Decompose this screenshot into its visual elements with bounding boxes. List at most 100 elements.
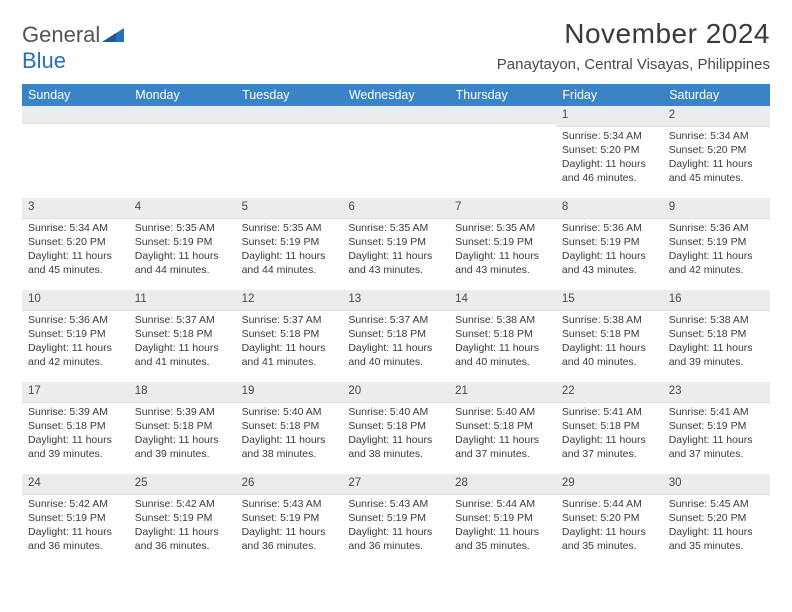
day-number-bar: 16 (663, 290, 770, 311)
calendar-header-row: SundayMondayTuesdayWednesdayThursdayFrid… (22, 84, 770, 106)
day-cell-body: Sunrise: 5:42 AMSunset: 5:19 PMDaylight:… (22, 495, 129, 558)
sunrise-text: Sunrise: 5:38 AM (455, 313, 550, 327)
sunrise-text: Sunrise: 5:38 AM (562, 313, 657, 327)
day-cell-body: Sunrise: 5:40 AMSunset: 5:18 PMDaylight:… (342, 403, 449, 466)
daylight-text: Daylight: 11 hours and 35 minutes. (562, 525, 657, 553)
week-row: 24Sunrise: 5:42 AMSunset: 5:19 PMDayligh… (22, 474, 770, 566)
day-cell-body: Sunrise: 5:44 AMSunset: 5:19 PMDaylight:… (449, 495, 556, 558)
day-cell-body: Sunrise: 5:38 AMSunset: 5:18 PMDaylight:… (663, 311, 770, 374)
day-cell-30: 30Sunrise: 5:45 AMSunset: 5:20 PMDayligh… (663, 474, 770, 566)
sunset-text: Sunset: 5:19 PM (242, 511, 337, 525)
sunset-text: Sunset: 5:18 PM (135, 419, 230, 433)
sunset-text: Sunset: 5:19 PM (348, 235, 443, 249)
sunrise-text: Sunrise: 5:40 AM (348, 405, 443, 419)
daylight-text: Daylight: 11 hours and 36 minutes. (348, 525, 443, 553)
day-header-friday: Friday (556, 84, 663, 106)
daylight-text: Daylight: 11 hours and 39 minutes. (135, 433, 230, 461)
day-number-bar (449, 106, 556, 124)
daylight-text: Daylight: 11 hours and 43 minutes. (562, 249, 657, 277)
day-cell-13: 13Sunrise: 5:37 AMSunset: 5:18 PMDayligh… (342, 290, 449, 382)
day-cell-body: Sunrise: 5:35 AMSunset: 5:19 PMDaylight:… (449, 219, 556, 282)
header-row: General Blue November 2024 Panaytayon, C… (22, 18, 770, 74)
daylight-text: Daylight: 11 hours and 42 minutes. (669, 249, 764, 277)
day-cell-body: Sunrise: 5:37 AMSunset: 5:18 PMDaylight:… (342, 311, 449, 374)
day-cell-body: Sunrise: 5:38 AMSunset: 5:18 PMDaylight:… (556, 311, 663, 374)
day-number-bar: 24 (22, 474, 129, 495)
daylight-text: Daylight: 11 hours and 41 minutes. (242, 341, 337, 369)
sunrise-text: Sunrise: 5:43 AM (242, 497, 337, 511)
day-cell-19: 19Sunrise: 5:40 AMSunset: 5:18 PMDayligh… (236, 382, 343, 474)
sunrise-text: Sunrise: 5:34 AM (669, 129, 764, 143)
day-number-bar: 14 (449, 290, 556, 311)
daylight-text: Daylight: 11 hours and 43 minutes. (455, 249, 550, 277)
daylight-text: Daylight: 11 hours and 44 minutes. (242, 249, 337, 277)
sunrise-text: Sunrise: 5:37 AM (135, 313, 230, 327)
day-cell-20: 20Sunrise: 5:40 AMSunset: 5:18 PMDayligh… (342, 382, 449, 474)
logo-triangle-icon (102, 28, 124, 42)
day-cell-body: Sunrise: 5:39 AMSunset: 5:18 PMDaylight:… (129, 403, 236, 466)
day-cell-body: Sunrise: 5:37 AMSunset: 5:18 PMDaylight:… (129, 311, 236, 374)
week-row: 10Sunrise: 5:36 AMSunset: 5:19 PMDayligh… (22, 290, 770, 382)
daylight-text: Daylight: 11 hours and 44 minutes. (135, 249, 230, 277)
daylight-text: Daylight: 11 hours and 46 minutes. (562, 157, 657, 185)
sunset-text: Sunset: 5:20 PM (562, 143, 657, 157)
day-cell-body: Sunrise: 5:35 AMSunset: 5:19 PMDaylight:… (129, 219, 236, 282)
sunrise-text: Sunrise: 5:44 AM (562, 497, 657, 511)
daylight-text: Daylight: 11 hours and 40 minutes. (348, 341, 443, 369)
sunset-text: Sunset: 5:18 PM (455, 327, 550, 341)
daylight-text: Daylight: 11 hours and 35 minutes. (455, 525, 550, 553)
day-cell-12: 12Sunrise: 5:37 AMSunset: 5:18 PMDayligh… (236, 290, 343, 382)
daylight-text: Daylight: 11 hours and 36 minutes. (28, 525, 123, 553)
day-cell-body: Sunrise: 5:34 AMSunset: 5:20 PMDaylight:… (556, 127, 663, 190)
day-number-bar: 20 (342, 382, 449, 403)
day-number-bar: 21 (449, 382, 556, 403)
sunrise-text: Sunrise: 5:34 AM (28, 221, 123, 235)
sunset-text: Sunset: 5:19 PM (135, 511, 230, 525)
day-number-bar: 5 (236, 198, 343, 219)
day-cell-body: Sunrise: 5:43 AMSunset: 5:19 PMDaylight:… (236, 495, 343, 558)
day-cell-6: 6Sunrise: 5:35 AMSunset: 5:19 PMDaylight… (342, 198, 449, 290)
daylight-text: Daylight: 11 hours and 40 minutes. (455, 341, 550, 369)
sunset-text: Sunset: 5:18 PM (28, 419, 123, 433)
sunset-text: Sunset: 5:19 PM (28, 511, 123, 525)
day-cell-21: 21Sunrise: 5:40 AMSunset: 5:18 PMDayligh… (449, 382, 556, 474)
day-cell-body: Sunrise: 5:40 AMSunset: 5:18 PMDaylight:… (236, 403, 343, 466)
daylight-text: Daylight: 11 hours and 42 minutes. (28, 341, 123, 369)
day-number-bar: 22 (556, 382, 663, 403)
day-number-bar: 23 (663, 382, 770, 403)
day-cell-15: 15Sunrise: 5:38 AMSunset: 5:18 PMDayligh… (556, 290, 663, 382)
sunset-text: Sunset: 5:20 PM (669, 143, 764, 157)
day-cell-body: Sunrise: 5:45 AMSunset: 5:20 PMDaylight:… (663, 495, 770, 558)
day-cell-27: 27Sunrise: 5:43 AMSunset: 5:19 PMDayligh… (342, 474, 449, 566)
sunrise-text: Sunrise: 5:35 AM (135, 221, 230, 235)
sunrise-text: Sunrise: 5:41 AM (562, 405, 657, 419)
day-cell-7: 7Sunrise: 5:35 AMSunset: 5:19 PMDaylight… (449, 198, 556, 290)
day-header-wednesday: Wednesday (342, 84, 449, 106)
sunrise-text: Sunrise: 5:36 AM (562, 221, 657, 235)
day-number-bar: 18 (129, 382, 236, 403)
day-cell-23: 23Sunrise: 5:41 AMSunset: 5:19 PMDayligh… (663, 382, 770, 474)
day-number-bar: 12 (236, 290, 343, 311)
sunset-text: Sunset: 5:19 PM (669, 235, 764, 249)
day-number-bar: 26 (236, 474, 343, 495)
day-number-bar: 25 (129, 474, 236, 495)
logo-text-general: General (22, 22, 100, 47)
sunset-text: Sunset: 5:18 PM (562, 327, 657, 341)
sunset-text: Sunset: 5:18 PM (348, 419, 443, 433)
sunrise-text: Sunrise: 5:42 AM (28, 497, 123, 511)
sunrise-text: Sunrise: 5:45 AM (669, 497, 764, 511)
day-cell-body: Sunrise: 5:37 AMSunset: 5:18 PMDaylight:… (236, 311, 343, 374)
day-number-bar (22, 106, 129, 124)
sunrise-text: Sunrise: 5:41 AM (669, 405, 764, 419)
daylight-text: Daylight: 11 hours and 37 minutes. (455, 433, 550, 461)
day-cell-28: 28Sunrise: 5:44 AMSunset: 5:19 PMDayligh… (449, 474, 556, 566)
day-number-bar: 27 (342, 474, 449, 495)
day-cell-empty (449, 106, 556, 198)
day-cell-body: Sunrise: 5:34 AMSunset: 5:20 PMDaylight:… (22, 219, 129, 282)
day-number-bar: 19 (236, 382, 343, 403)
day-number-bar: 13 (342, 290, 449, 311)
day-cell-body: Sunrise: 5:36 AMSunset: 5:19 PMDaylight:… (556, 219, 663, 282)
sunset-text: Sunset: 5:19 PM (135, 235, 230, 249)
week-row: 1Sunrise: 5:34 AMSunset: 5:20 PMDaylight… (22, 106, 770, 198)
day-cell-body: Sunrise: 5:43 AMSunset: 5:19 PMDaylight:… (342, 495, 449, 558)
